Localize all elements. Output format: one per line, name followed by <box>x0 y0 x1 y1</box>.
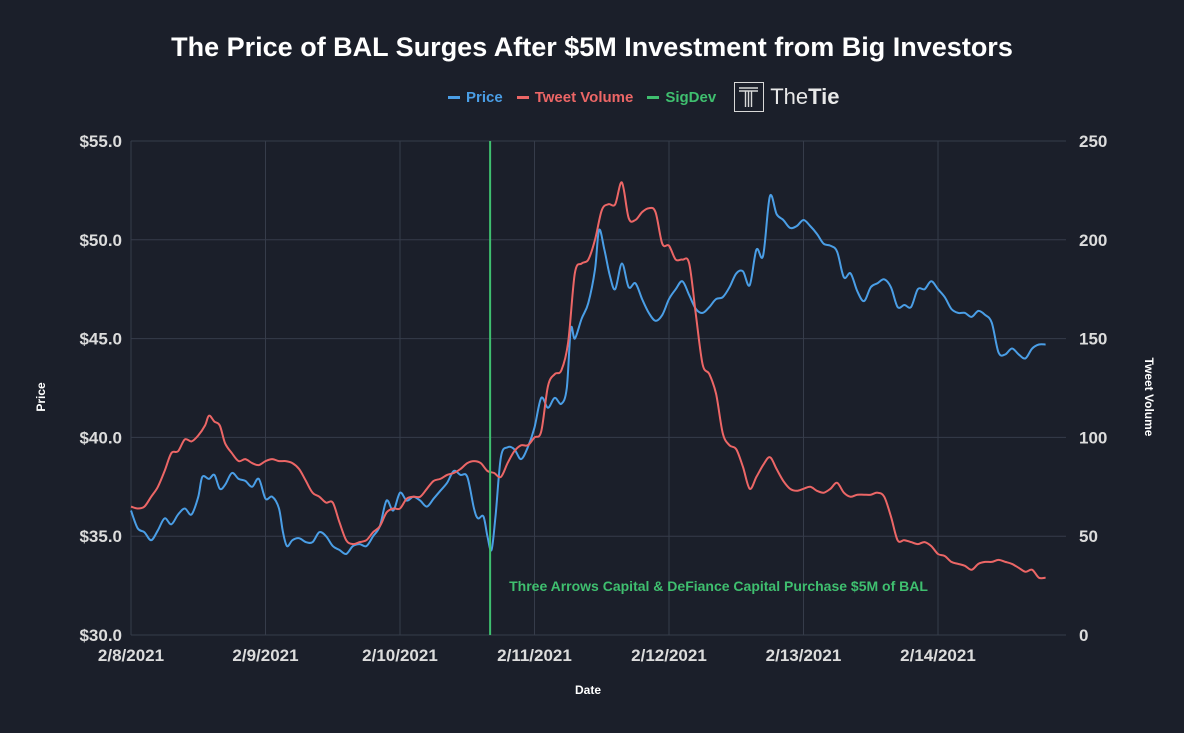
series-line-tweet-volume <box>130 181 1046 580</box>
y2-tick-label: 0 <box>1079 626 1088 645</box>
thetie-logo: TheTie <box>734 82 840 112</box>
y-tick-label: $30.0 <box>79 626 122 645</box>
legend-swatch-sigdev <box>647 95 660 99</box>
x-tick-label: 2/13/2021 <box>766 646 842 665</box>
sigdev-group: Three Arrows Capital & DeFiance Capital … <box>489 141 928 635</box>
y-tick-label: $55.0 <box>79 132 122 151</box>
series-group <box>130 181 1046 580</box>
legend-label-sigdev: SigDev <box>665 88 717 106</box>
chart-title: The Price of BAL Surges After $5M Invest… <box>171 32 1013 62</box>
thetie-logo-text: TheTie <box>770 84 840 109</box>
grid <box>130 140 1066 636</box>
legend: Price Tweet Volume SigDev TheTie <box>448 80 840 114</box>
x-tick-label: 2/10/2021 <box>362 646 438 665</box>
legend-swatch-tweet-volume <box>516 95 529 99</box>
y2-tick-label: 100 <box>1079 428 1107 447</box>
x-axis: 2/8/2021 2/9/2021 2/10/2021 2/11/2021 2/12/2… <box>98 646 976 665</box>
x-axis-title: Date <box>575 683 601 697</box>
series-line-price <box>130 193 1046 556</box>
y-tick-label: $45.0 <box>79 330 122 349</box>
y-tick-label: $50.0 <box>79 231 122 250</box>
y2-tick-label: 50 <box>1079 527 1098 546</box>
legend-item-price[interactable]: Price <box>448 89 503 106</box>
legend-item-tweet-volume[interactable]: Tweet Volume <box>516 88 634 106</box>
legend-swatch-price <box>448 95 460 99</box>
x-tick-label: 2/8/2021 <box>98 646 164 665</box>
y2-tick-label: 250 <box>1079 132 1107 151</box>
x-tick-label: 2/11/2021 <box>497 646 572 665</box>
y-axis-right: 0 50 100 150 200 250 <box>1079 132 1107 645</box>
y-axis-title: Price <box>34 382 48 412</box>
legend-label-price: Price <box>466 88 503 106</box>
x-tick-label: 2/12/2021 <box>631 646 707 665</box>
y-axis-left: $30.0 $35.0 $40.0 $45.0 $50.0 $55.0 <box>79 132 122 645</box>
y2-tick-label: 150 <box>1079 330 1107 349</box>
x-tick-label: 2/9/2021 <box>232 646 298 665</box>
x-tick-label: 2/14/2021 <box>900 646 976 665</box>
legend-item-sigdev[interactable]: SigDev <box>647 89 716 106</box>
y-tick-label: $35.0 <box>79 527 122 546</box>
y2-tick-label: 200 <box>1079 231 1107 250</box>
sigdev-annotation: Three Arrows Capital & DeFiance Capital … <box>509 578 928 594</box>
thetie-logo-icon <box>734 82 765 112</box>
y-tick-label: $40.0 <box>79 428 122 447</box>
legend-label-tweet-volume: Tweet Volume <box>534 88 634 106</box>
y2-axis-title: Tweet Volume <box>1142 358 1156 437</box>
